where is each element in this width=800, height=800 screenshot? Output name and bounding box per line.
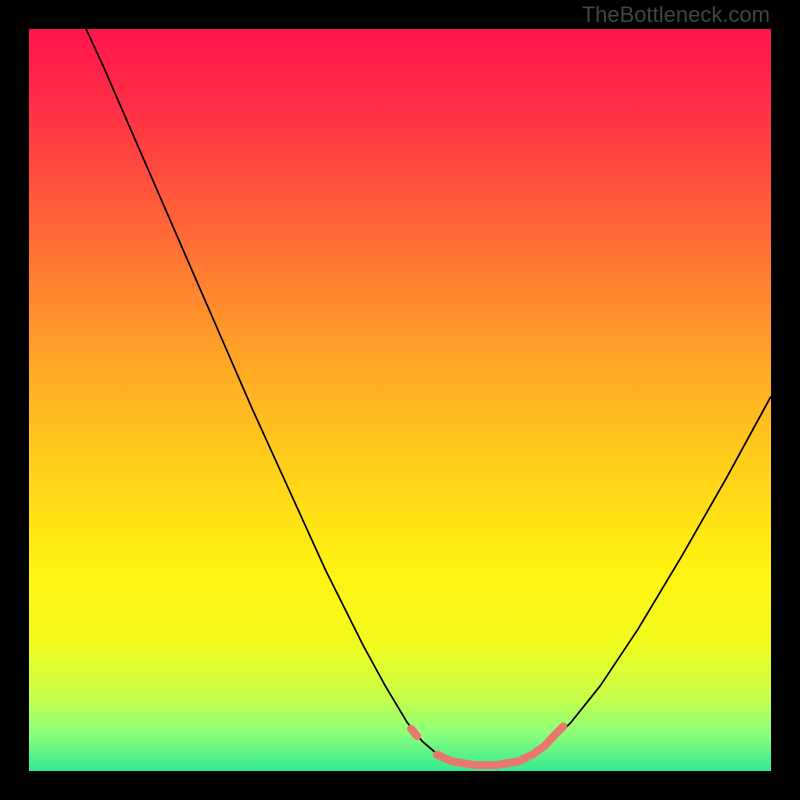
valley-highlight-segment-1	[437, 726, 563, 765]
valley-highlight-group	[411, 726, 563, 765]
chart-overlay-svg	[29, 29, 771, 771]
plot-area	[29, 29, 771, 771]
chart-frame: TheBottleneck.com	[0, 0, 800, 800]
attribution-text: TheBottleneck.com	[582, 2, 770, 28]
bottleneck-curve	[81, 18, 771, 765]
valley-highlight-segment-0	[411, 729, 417, 736]
